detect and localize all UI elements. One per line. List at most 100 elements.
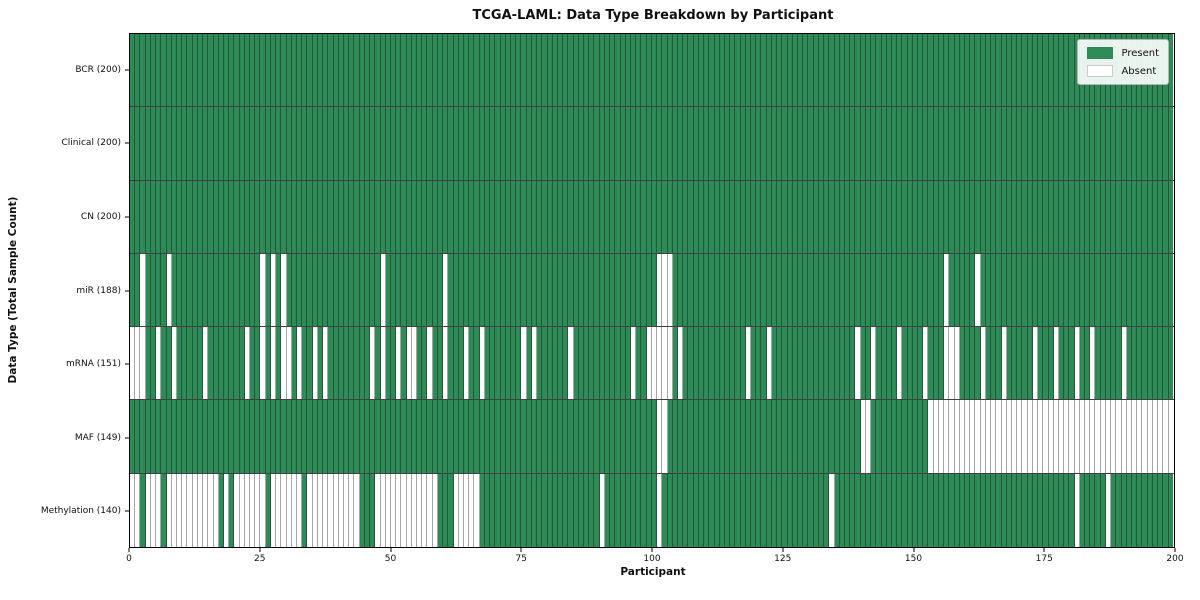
cell-Methylation-98 — [641, 473, 647, 547]
cell-BCR-167 — [1001, 34, 1007, 107]
cell-Methylation-168 — [1006, 473, 1012, 547]
cell-CN-165 — [991, 180, 997, 253]
cell-mRNA-95 — [625, 327, 631, 400]
cell-BCR-162 — [975, 34, 981, 107]
cell-MAF-47 — [375, 400, 381, 473]
cell-MAF-86 — [578, 400, 585, 473]
x-tick-mark-175 — [1043, 548, 1045, 552]
cell-BCR-136 — [839, 34, 845, 107]
cell-Clinical-163 — [980, 107, 986, 180]
cell-miR-102 — [662, 253, 668, 327]
cell-BCR-172 — [1027, 34, 1033, 107]
cell-BCR-57 — [427, 34, 433, 107]
cell-Clinical-87 — [584, 107, 590, 180]
cell-Methylation-106 — [683, 473, 689, 547]
cell-Methylation-34 — [307, 473, 313, 547]
cell-Clinical-70 — [495, 107, 501, 180]
cell-MAF-158 — [954, 400, 960, 473]
cell-mRNA-152 — [923, 327, 929, 400]
cell-Clinical-142 — [871, 107, 877, 180]
cell-Methylation-163 — [980, 473, 986, 547]
cell-MAF-48 — [380, 400, 386, 473]
cell-MAF-99 — [646, 400, 652, 473]
cell-Clinical-51 — [396, 107, 402, 180]
cell-Clinical-23 — [250, 107, 256, 180]
cell-mRNA-165 — [991, 327, 997, 400]
cell-Methylation-119 — [751, 473, 757, 547]
cell-miR-106 — [683, 253, 689, 327]
cell-Clinical-85 — [573, 107, 579, 180]
cell-MAF-144 — [881, 400, 887, 473]
cell-MAF-37 — [323, 400, 329, 473]
cell-CN-14 — [203, 180, 209, 253]
cell-mRNA-22 — [244, 327, 251, 400]
cell-MAF-20 — [234, 400, 240, 473]
cell-Clinical-182 — [1079, 107, 1086, 180]
cell-Clinical-104 — [672, 107, 678, 180]
cell-CN-176 — [1048, 180, 1054, 253]
cell-MAF-147 — [897, 400, 903, 473]
cell-Clinical-121 — [761, 107, 767, 180]
cell-MAF-21 — [239, 400, 245, 473]
cell-Methylation-167 — [1001, 473, 1007, 547]
cell-MAF-68 — [484, 400, 491, 473]
cell-MAF-15 — [208, 400, 214, 473]
cell-Clinical-49 — [385, 107, 391, 180]
cell-Clinical-143 — [876, 107, 882, 180]
cell-mRNA-166 — [996, 327, 1002, 400]
cell-Clinical-2 — [140, 107, 146, 180]
cell-miR-127 — [792, 253, 798, 327]
cell-Clinical-63 — [458, 107, 464, 180]
y-axis-label: Data Type (Total Sample Count) — [7, 196, 19, 384]
cell-Clinical-27 — [270, 107, 277, 180]
cell-CN-48 — [380, 180, 386, 253]
cell-miR-26 — [265, 253, 271, 327]
cell-Methylation-178 — [1058, 473, 1065, 547]
cell-MAF-104 — [672, 400, 678, 473]
cell-miR-157 — [949, 253, 955, 327]
cell-mRNA-181 — [1074, 327, 1080, 400]
x-tick-label-75: 75 — [515, 554, 527, 564]
cell-MAF-159 — [959, 400, 965, 473]
cell-mRNA-101 — [657, 327, 663, 400]
cell-CN-23 — [250, 180, 256, 253]
cell-miR-197 — [1158, 253, 1164, 327]
cell-Methylation-28 — [276, 473, 282, 547]
cell-mRNA-92 — [610, 327, 616, 400]
cell-MAF-38 — [328, 400, 334, 473]
cell-Methylation-84 — [568, 473, 574, 547]
cell-CN-133 — [824, 180, 830, 253]
cell-MAF-186 — [1100, 400, 1106, 473]
cell-mRNA-11 — [187, 327, 193, 400]
cell-Methylation-120 — [756, 473, 762, 547]
cell-CN-111 — [709, 180, 715, 253]
cell-MAF-116 — [735, 400, 741, 473]
cell-Methylation-122 — [766, 473, 772, 547]
cell-MAF-27 — [270, 400, 277, 473]
cell-CN-15 — [208, 180, 214, 253]
cell-CN-115 — [730, 180, 736, 253]
cell-BCR-55 — [417, 34, 423, 107]
cell-Clinical-45 — [364, 107, 371, 180]
cell-BCR-147 — [897, 34, 903, 107]
heatmap-row-BCR — [130, 34, 1174, 108]
cell-CN-82 — [557, 180, 564, 253]
cell-BCR-2 — [140, 34, 146, 107]
cell-CN-80 — [547, 180, 553, 253]
cell-mRNA-73 — [510, 327, 517, 400]
cell-miR-16 — [213, 253, 219, 327]
cell-MAF-176 — [1048, 400, 1054, 473]
cell-MAF-94 — [620, 400, 626, 473]
cell-CN-75 — [521, 180, 527, 253]
cell-miR-113 — [719, 253, 725, 327]
legend-label-present: Present — [1121, 47, 1159, 59]
cell-CN-188 — [1111, 180, 1117, 253]
cell-mRNA-168 — [1006, 327, 1012, 400]
cell-mRNA-167 — [1001, 327, 1007, 400]
cell-Clinical-176 — [1048, 107, 1054, 180]
cell-CN-151 — [918, 180, 924, 253]
cell-Clinical-127 — [792, 107, 798, 180]
cell-Methylation-67 — [479, 473, 485, 547]
cell-Methylation-162 — [975, 473, 981, 547]
cell-Methylation-57 — [427, 473, 433, 547]
